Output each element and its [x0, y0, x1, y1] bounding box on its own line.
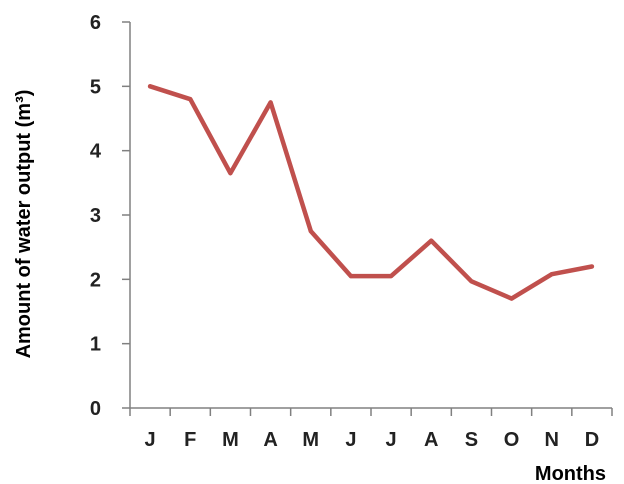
data-point	[469, 279, 474, 284]
y-tick-label: 6	[90, 12, 101, 34]
data-point	[148, 84, 153, 89]
y-axis-title: Amount of water output (m³)	[13, 90, 35, 359]
x-tick-marks	[129, 408, 613, 416]
data-point	[509, 296, 514, 301]
data-point	[348, 274, 353, 279]
x-tick-label: A	[263, 429, 277, 451]
y-tick-label: 5	[90, 76, 101, 98]
series-line	[147, 84, 595, 301]
data-point	[228, 171, 233, 176]
x-axis-title: Months	[535, 463, 606, 484]
data-point	[268, 100, 273, 105]
data-point	[589, 264, 594, 269]
y-tick-label: 3	[90, 205, 101, 227]
data-point	[429, 238, 434, 243]
series-group	[147, 84, 595, 301]
y-tick-labels: 0 1 2 3 4 5 6	[90, 12, 102, 420]
x-tick-label: M	[222, 429, 239, 451]
y-tick-label: 1	[90, 334, 101, 356]
x-tick-label: J	[145, 429, 156, 451]
x-tick-label: A	[424, 429, 438, 451]
x-tick-label: J	[386, 429, 397, 451]
data-point	[549, 272, 554, 277]
y-tick-label: 4	[90, 141, 102, 163]
x-tick-label: O	[504, 429, 520, 451]
x-tick-label: J	[345, 429, 356, 451]
y-tick-label: 0	[90, 398, 101, 420]
y-tick-marks	[122, 21, 130, 409]
x-tick-label: M	[302, 429, 319, 451]
data-point	[188, 97, 193, 102]
x-tick-label: F	[184, 429, 196, 451]
x-tick-label: D	[585, 429, 599, 451]
data-point	[308, 229, 313, 234]
x-tick-label: S	[465, 429, 478, 451]
x-tick-label: N	[545, 429, 559, 451]
y-tick-label: 2	[90, 269, 101, 291]
data-point	[389, 274, 394, 279]
